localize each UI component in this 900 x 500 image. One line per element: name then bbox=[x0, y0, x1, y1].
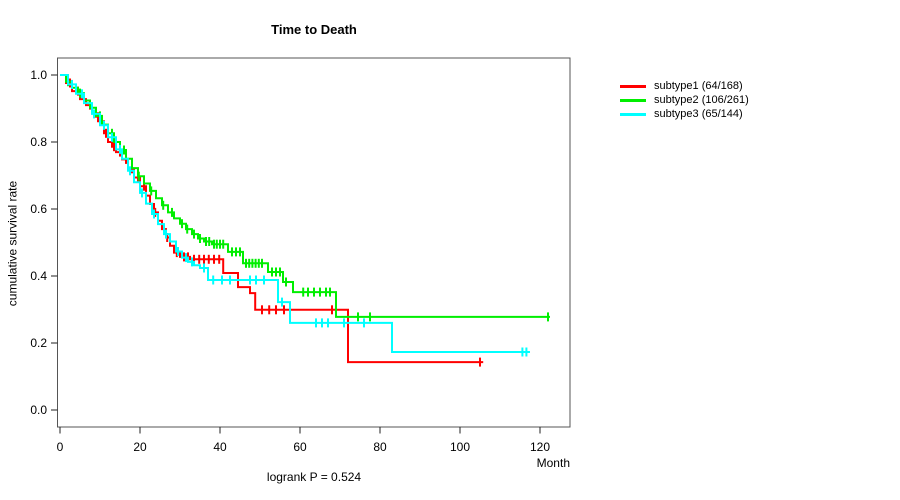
legend-label-subtype2: subtype2 (106/261) bbox=[654, 94, 749, 106]
x-tick-label: 40 bbox=[213, 440, 227, 454]
km-curve-subtype1 bbox=[60, 74, 484, 364]
legend-swatch-subtype3 bbox=[620, 112, 646, 116]
x-axis-label: Month bbox=[536, 456, 570, 470]
legend: subtype1 (64/168) subtype2 (106/261) sub… bbox=[620, 79, 749, 121]
legend-item-subtype1: subtype1 (64/168) bbox=[620, 79, 749, 93]
x-tick-label: 100 bbox=[450, 440, 470, 454]
legend-item-subtype3: subtype3 (65/144) bbox=[620, 107, 749, 121]
y-tick-label: 0.6 bbox=[30, 202, 47, 216]
y-tick-label: 0.4 bbox=[30, 269, 47, 283]
logrank-annotation: logrank P = 0.524 bbox=[266, 470, 362, 484]
x-tick-label: 0 bbox=[57, 440, 64, 454]
km-curve-subtype2 bbox=[60, 74, 550, 318]
y-axis-label: cumulative survival rate bbox=[5, 180, 20, 307]
x-tick-label: 120 bbox=[530, 440, 550, 454]
x-tick-label: 20 bbox=[133, 440, 147, 454]
legend-swatch-subtype1 bbox=[620, 84, 646, 88]
x-tick-label: 60 bbox=[293, 440, 307, 454]
y-tick-label: 0.2 bbox=[30, 336, 47, 350]
x-tick-label: 80 bbox=[373, 440, 387, 454]
legend-label-subtype3: subtype3 (65/144) bbox=[654, 108, 743, 120]
y-tick-label: 0.0 bbox=[30, 403, 47, 417]
chart-title: Time to Death bbox=[271, 22, 357, 37]
legend-item-subtype2: subtype2 (106/261) bbox=[620, 93, 749, 107]
y-tick-label: 0.8 bbox=[30, 135, 47, 149]
plot-frame bbox=[57, 57, 571, 428]
y-tick-label: 1.0 bbox=[30, 68, 47, 82]
legend-swatch-subtype2 bbox=[620, 98, 646, 102]
legend-label-subtype1: subtype1 (64/168) bbox=[654, 80, 743, 92]
